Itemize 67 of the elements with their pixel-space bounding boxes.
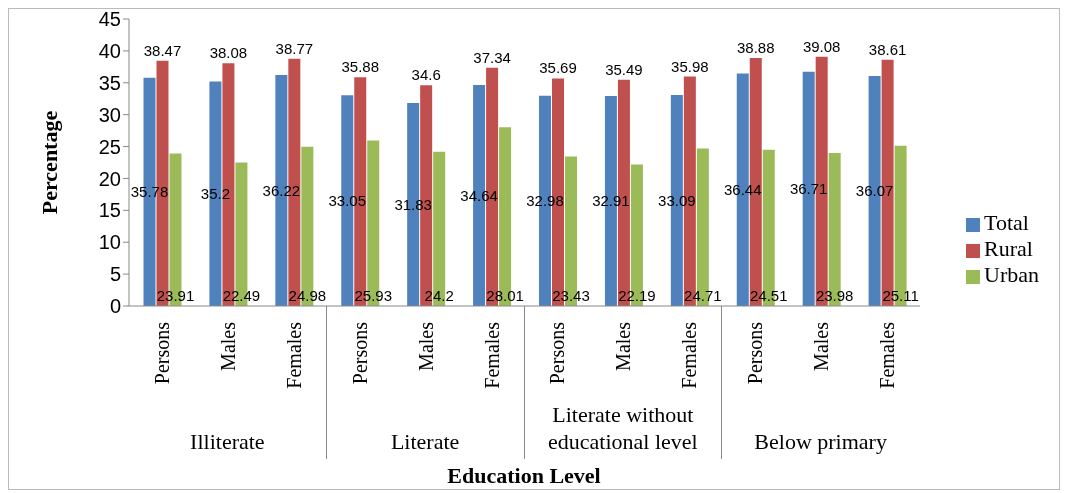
data-label: 24.71	[684, 287, 722, 304]
data-label: 23.91	[156, 287, 195, 304]
x-tick-label: Females	[480, 321, 503, 389]
x-tick-label: Males	[414, 321, 437, 371]
data-label: 23.98	[815, 287, 854, 304]
x-axis-title: Education Level	[446, 463, 602, 489]
x-tick-label: Females	[678, 321, 701, 389]
x-tick-label: Persons	[744, 321, 767, 385]
data-label: 36.71	[789, 180, 828, 198]
x-tick-label: Males	[612, 321, 635, 371]
data-label: 36.07	[855, 182, 894, 200]
text: Below primary	[754, 428, 887, 455]
data-label: 24.51	[749, 287, 788, 304]
data-label: 35.69	[539, 59, 577, 77]
x-tick-label: Females	[282, 321, 305, 389]
text: Literate	[390, 428, 460, 455]
y-tick-label: 25	[98, 135, 121, 158]
x-tick-label: Females	[876, 321, 899, 389]
data-label: 33.05	[328, 191, 367, 209]
x-tick-label: Persons	[348, 321, 371, 385]
text: Literate without educational level	[547, 401, 699, 455]
y-tick-label: 30	[98, 103, 121, 126]
y-tick-label: 10	[98, 231, 121, 254]
y-tick-label: 35	[98, 71, 121, 94]
data-label: 35.2	[200, 185, 231, 203]
data-label: 37.34	[473, 48, 511, 66]
data-label: 25.11	[882, 287, 919, 304]
x-tick-label: Males	[810, 321, 833, 371]
data-label: 38.08	[209, 44, 248, 62]
data-label: 38.61	[868, 40, 907, 58]
data-label: 36.44	[723, 181, 762, 199]
data-label: 35.78	[130, 183, 169, 201]
legend-label: Total	[984, 210, 1029, 235]
data-label: 35.98	[671, 57, 709, 75]
y-tick-label: 20	[98, 167, 121, 190]
y-tick-label: 15	[98, 199, 121, 222]
data-label: 34.64	[460, 186, 498, 204]
data-label: 22.49	[222, 287, 261, 304]
legend-label: Urban	[984, 262, 1039, 287]
data-label: 35.88	[341, 58, 380, 76]
text: Illiterate	[190, 428, 265, 455]
data-label: 38.88	[736, 39, 775, 57]
data-label: 33.09	[658, 191, 696, 209]
y-tick-label: 0	[109, 295, 121, 318]
data-label: 34.6	[411, 66, 441, 84]
data-label: 25.93	[354, 287, 393, 304]
data-label: 31.83	[394, 195, 432, 213]
x-tick-label: Males	[216, 321, 239, 371]
data-label: 38.77	[275, 39, 314, 57]
data-label: 24.2	[424, 287, 454, 304]
y-tick-label: 45	[98, 8, 121, 31]
x-tick-label: Persons	[546, 321, 569, 385]
data-label: 38.47	[143, 41, 182, 59]
x-tick-label: Persons	[150, 321, 173, 385]
y-axis-title: Percentage	[36, 110, 62, 215]
data-label: 23.43	[552, 287, 590, 304]
data-label: 32.98	[526, 192, 564, 210]
legend-label: Rural	[984, 236, 1033, 261]
data-label: 39.08	[802, 37, 841, 55]
data-label: 28.01	[486, 287, 524, 304]
data-label: 24.98	[288, 287, 327, 304]
y-tick-label: 40	[98, 39, 121, 62]
y-tick-label: 5	[109, 263, 121, 286]
data-label: 22.19	[618, 287, 656, 304]
data-label: 35.49	[605, 60, 643, 78]
data-label: 32.91	[592, 192, 630, 210]
data-label: 36.22	[262, 181, 301, 199]
